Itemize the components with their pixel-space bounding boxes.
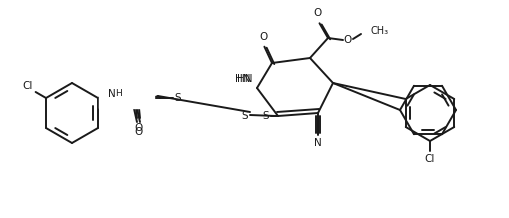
Text: HN: HN: [235, 74, 250, 84]
Text: Cl: Cl: [22, 81, 33, 91]
Text: N: N: [108, 89, 116, 99]
Text: S: S: [174, 93, 181, 103]
Text: O: O: [259, 32, 267, 42]
Bar: [99, 88, 154, 108]
Text: O: O: [134, 123, 143, 133]
Text: S: S: [262, 111, 269, 121]
Text: HN: HN: [237, 74, 252, 84]
Text: H: H: [119, 92, 126, 102]
Text: O: O: [134, 127, 143, 137]
Text: S: S: [241, 111, 248, 121]
Text: O: O: [343, 35, 351, 45]
Text: H: H: [116, 89, 122, 97]
Text: N: N: [314, 138, 321, 148]
Text: N: N: [107, 92, 115, 102]
Text: CH₃: CH₃: [370, 26, 388, 36]
Text: O: O: [313, 8, 321, 18]
Text: Cl: Cl: [424, 154, 434, 164]
